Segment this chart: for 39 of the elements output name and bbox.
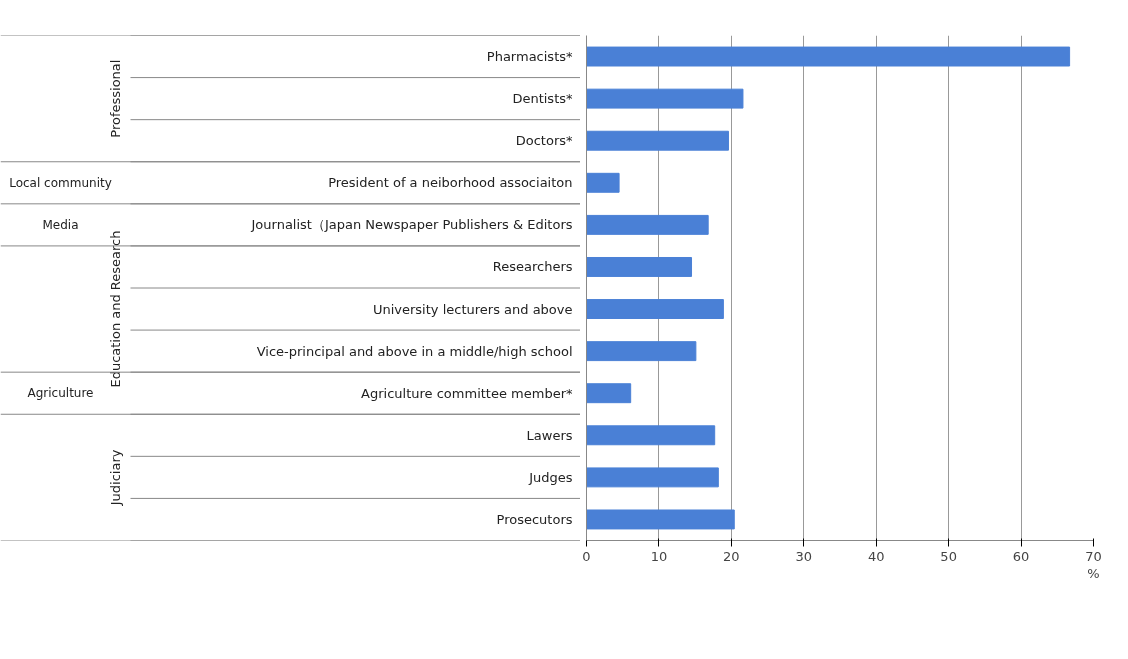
x-tick-label: 70 bbox=[1085, 548, 1102, 564]
bar bbox=[586, 172, 620, 193]
bar bbox=[586, 509, 735, 530]
text: Professional bbox=[108, 59, 123, 138]
text: Agriculture bbox=[27, 386, 94, 401]
bar bbox=[586, 214, 709, 235]
bar bbox=[586, 383, 632, 404]
y-tick-label: Lawers bbox=[526, 427, 573, 443]
y-tick-label: Agriculture committee member* bbox=[361, 385, 573, 401]
x-tick-label: 50 bbox=[940, 548, 957, 564]
text: Media bbox=[42, 217, 79, 232]
x-tick-label: 40 bbox=[867, 548, 885, 564]
y-tick-label: President of a neiborhood associaiton bbox=[328, 175, 573, 191]
bar bbox=[586, 299, 724, 320]
bar bbox=[586, 256, 693, 277]
bar bbox=[586, 88, 744, 109]
bar bbox=[586, 46, 1071, 67]
x-axis-title: % bbox=[1087, 565, 1100, 581]
y-tick-label: Journalist（Japan Newspaper Publishers & Editors bbox=[250, 217, 573, 233]
y-tick-label: Dentists* bbox=[512, 91, 573, 107]
text: Local community bbox=[9, 175, 112, 190]
y-tick-label: Prosecutors bbox=[496, 511, 573, 527]
y-tick-label: Researchers bbox=[492, 259, 573, 275]
x-tick-label: 30 bbox=[795, 548, 813, 564]
x-tick-label: 60 bbox=[1012, 548, 1030, 564]
bar bbox=[586, 130, 729, 151]
text: Education and Research bbox=[108, 230, 123, 388]
bar bbox=[586, 425, 716, 446]
x-tick-label: 20 bbox=[723, 548, 740, 564]
y-tick-label: University lecturers and above bbox=[372, 301, 573, 317]
y-tick-label: Judges bbox=[528, 469, 573, 485]
x-tick-label: 0 bbox=[582, 548, 591, 564]
y-tick-label: Pharmacists* bbox=[486, 49, 573, 65]
y-tick-label: Doctors* bbox=[515, 133, 573, 149]
y-tick-label: Vice-principal and above in a middle/high school bbox=[256, 343, 573, 359]
bar bbox=[586, 341, 697, 362]
bar bbox=[586, 467, 719, 488]
text: Judiciary bbox=[108, 449, 123, 507]
x-tick-label: 10 bbox=[650, 548, 668, 564]
